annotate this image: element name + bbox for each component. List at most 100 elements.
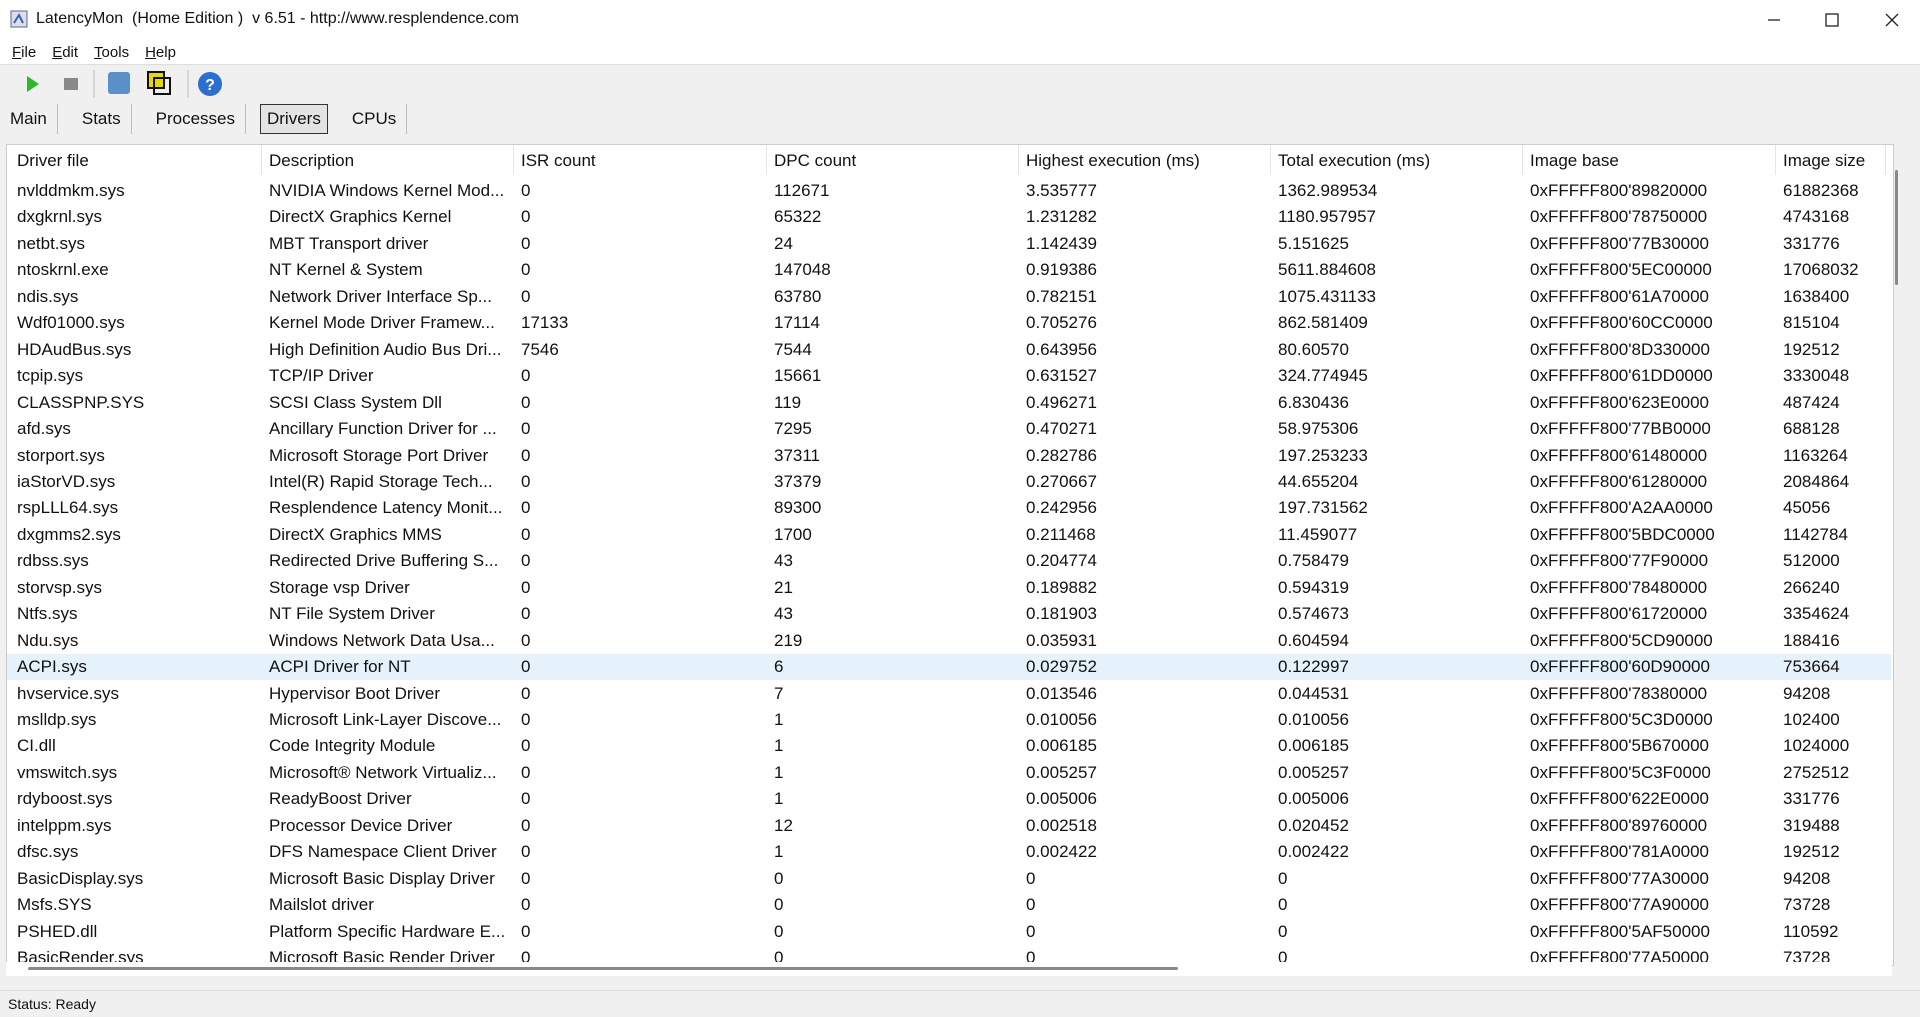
start-button[interactable] bbox=[27, 76, 39, 92]
table-cell: 0xFFFFF800'A2AA0000 bbox=[1530, 498, 1713, 518]
table-cell: 0.919386 bbox=[1026, 260, 1097, 280]
window-controls[interactable] bbox=[1740, 8, 1920, 32]
table-cell: 0xFFFFF800'5C3D0000 bbox=[1530, 710, 1713, 729]
table-cell: 0.002422 bbox=[1026, 842, 1097, 862]
table-cell: dfsc.sys bbox=[17, 842, 79, 862]
table-cell: 0xFFFFF800'5CD90000 bbox=[1530, 630, 1713, 650]
tool-button[interactable] bbox=[108, 72, 130, 94]
table-cell: 0 bbox=[521, 762, 531, 782]
table-cell: 0.204774 bbox=[1026, 551, 1097, 571]
table-cell: 0 bbox=[1278, 921, 1288, 941]
table-cell: 17068032 bbox=[1783, 260, 1859, 280]
column-header[interactable]: Image size bbox=[1783, 151, 1866, 170]
help-button[interactable] bbox=[198, 72, 222, 96]
column-header[interactable]: Driver file bbox=[17, 151, 89, 170]
table-cell: 112671 bbox=[774, 181, 830, 200]
table-cell: 319488 bbox=[1783, 815, 1840, 835]
table-cell: 0xFFFFF800'622E0000 bbox=[1530, 789, 1710, 809]
table-cell: 89300 bbox=[774, 498, 822, 518]
table-cell: Ntfs.sys bbox=[17, 604, 78, 624]
table-cell: 0.782151 bbox=[1026, 286, 1097, 306]
horizontal-scrollbar[interactable] bbox=[6, 962, 1892, 976]
table-cell: 0xFFFFF800'89820000 bbox=[1530, 181, 1708, 200]
tab[interactable]: CPUs bbox=[342, 104, 408, 134]
column-header[interactable]: Highest execution (ms) bbox=[1026, 151, 1200, 170]
menu-bar: File Edit Tools Help bbox=[0, 40, 1920, 65]
menu-item[interactable]: Help bbox=[145, 44, 176, 61]
table-cell: 0.282786 bbox=[1026, 445, 1097, 465]
table-cell: 0.758479 bbox=[1278, 551, 1349, 571]
tab[interactable]: Drivers bbox=[259, 104, 328, 134]
table-cell: 0xFFFFF800'77A30000 bbox=[1530, 868, 1710, 888]
table-cell: 0 bbox=[521, 498, 531, 518]
table-cell: 6.830436 bbox=[1278, 392, 1349, 412]
table-cell: 0xFFFFF800'5BDC0000 bbox=[1530, 524, 1715, 544]
table-cell: 0.006185 bbox=[1278, 736, 1349, 756]
table-cell: 63780 bbox=[774, 286, 822, 306]
column-header[interactable]: DPC count bbox=[774, 151, 857, 170]
table-cell: 0 bbox=[1278, 868, 1288, 888]
app-icon bbox=[10, 10, 28, 28]
table-cell: 1 bbox=[774, 842, 784, 862]
table-cell: 0 bbox=[1026, 948, 1036, 966]
table-cell: 119 bbox=[774, 392, 802, 412]
table-cell: NVIDIA Windows Kernel Mod... bbox=[269, 181, 505, 200]
table-cell: CLASSPNP.SYS bbox=[17, 392, 145, 412]
table-cell: 0.013546 bbox=[1026, 683, 1097, 703]
table-cell: 0 bbox=[521, 657, 531, 677]
table-cell: 1700 bbox=[774, 524, 812, 544]
table-cell: 197.253233 bbox=[1278, 445, 1368, 465]
table-cell: 0.044531 bbox=[1278, 683, 1349, 703]
table-cell: 0 bbox=[1278, 895, 1288, 915]
table-cell: BasicDisplay.sys bbox=[17, 868, 144, 888]
table-cell: 0xFFFFF800'61720000 bbox=[1530, 604, 1708, 624]
table-cell: 15661 bbox=[774, 366, 822, 386]
tab[interactable]: Stats bbox=[72, 104, 132, 134]
table-cell: 37379 bbox=[774, 471, 822, 491]
table-cell: 0.496271 bbox=[1026, 392, 1097, 412]
table-cell: 1075.431133 bbox=[1278, 286, 1377, 306]
table-cell: 0.010056 bbox=[1278, 710, 1349, 729]
table-cell: 0.631527 bbox=[1026, 366, 1097, 386]
table-cell: 0 bbox=[521, 286, 531, 306]
table-cell: 0.002422 bbox=[1278, 842, 1349, 862]
menu-item[interactable]: Edit bbox=[52, 44, 79, 61]
table-cell: 0 bbox=[521, 630, 531, 650]
tab[interactable]: Processes bbox=[146, 104, 246, 134]
table-cell: 7 bbox=[774, 683, 784, 703]
column-header[interactable]: Total execution (ms) bbox=[1278, 151, 1431, 170]
table-cell: NT File System Driver bbox=[269, 604, 435, 624]
table-cell: 12 bbox=[774, 815, 793, 835]
column-header[interactable]: Image base bbox=[1530, 151, 1619, 170]
menu-item[interactable]: Tools bbox=[94, 44, 130, 61]
table-cell: 0xFFFFF800'5B670000 bbox=[1530, 736, 1710, 756]
table-cell: 17114 bbox=[774, 313, 821, 333]
table-cell: 0 bbox=[521, 419, 531, 439]
table-cell: 65322 bbox=[774, 207, 822, 227]
table-cell: 0 bbox=[1026, 921, 1036, 941]
vertical-scrollbar[interactable] bbox=[1890, 160, 1904, 960]
column-header[interactable]: Description bbox=[269, 151, 355, 170]
window-button[interactable] bbox=[147, 71, 165, 89]
menu-item[interactable]: File bbox=[12, 44, 37, 61]
table-cell: 0 bbox=[1026, 895, 1036, 915]
table-cell: 0 bbox=[521, 948, 531, 966]
stop-button[interactable] bbox=[64, 78, 78, 90]
table-cell: ntoskrnl.exe bbox=[17, 260, 109, 280]
table-cell: 0.005006 bbox=[1026, 789, 1097, 809]
tab[interactable]: Main bbox=[0, 104, 58, 134]
selected-row bbox=[7, 654, 1891, 681]
table-cell: 0 bbox=[774, 948, 784, 966]
column-header[interactable]: ISR count bbox=[521, 151, 596, 170]
table-cell: 0 bbox=[774, 868, 784, 888]
table-cell: 37311 bbox=[774, 445, 821, 465]
table-cell: 0xFFFFF800'77F90000 bbox=[1530, 551, 1709, 571]
table-cell: 94208 bbox=[1783, 868, 1831, 888]
table-cell: 688128 bbox=[1783, 419, 1840, 439]
table-cell: 0 bbox=[1026, 868, 1036, 888]
table-cell: 1 bbox=[774, 762, 784, 782]
table-cell: 7295 bbox=[774, 419, 812, 439]
table-cell: 0xFFFFF800'78480000 bbox=[1530, 577, 1708, 597]
table-cell: rdbss.sys bbox=[17, 551, 89, 571]
table-cell: 0xFFFFF800'8D330000 bbox=[1530, 339, 1710, 359]
